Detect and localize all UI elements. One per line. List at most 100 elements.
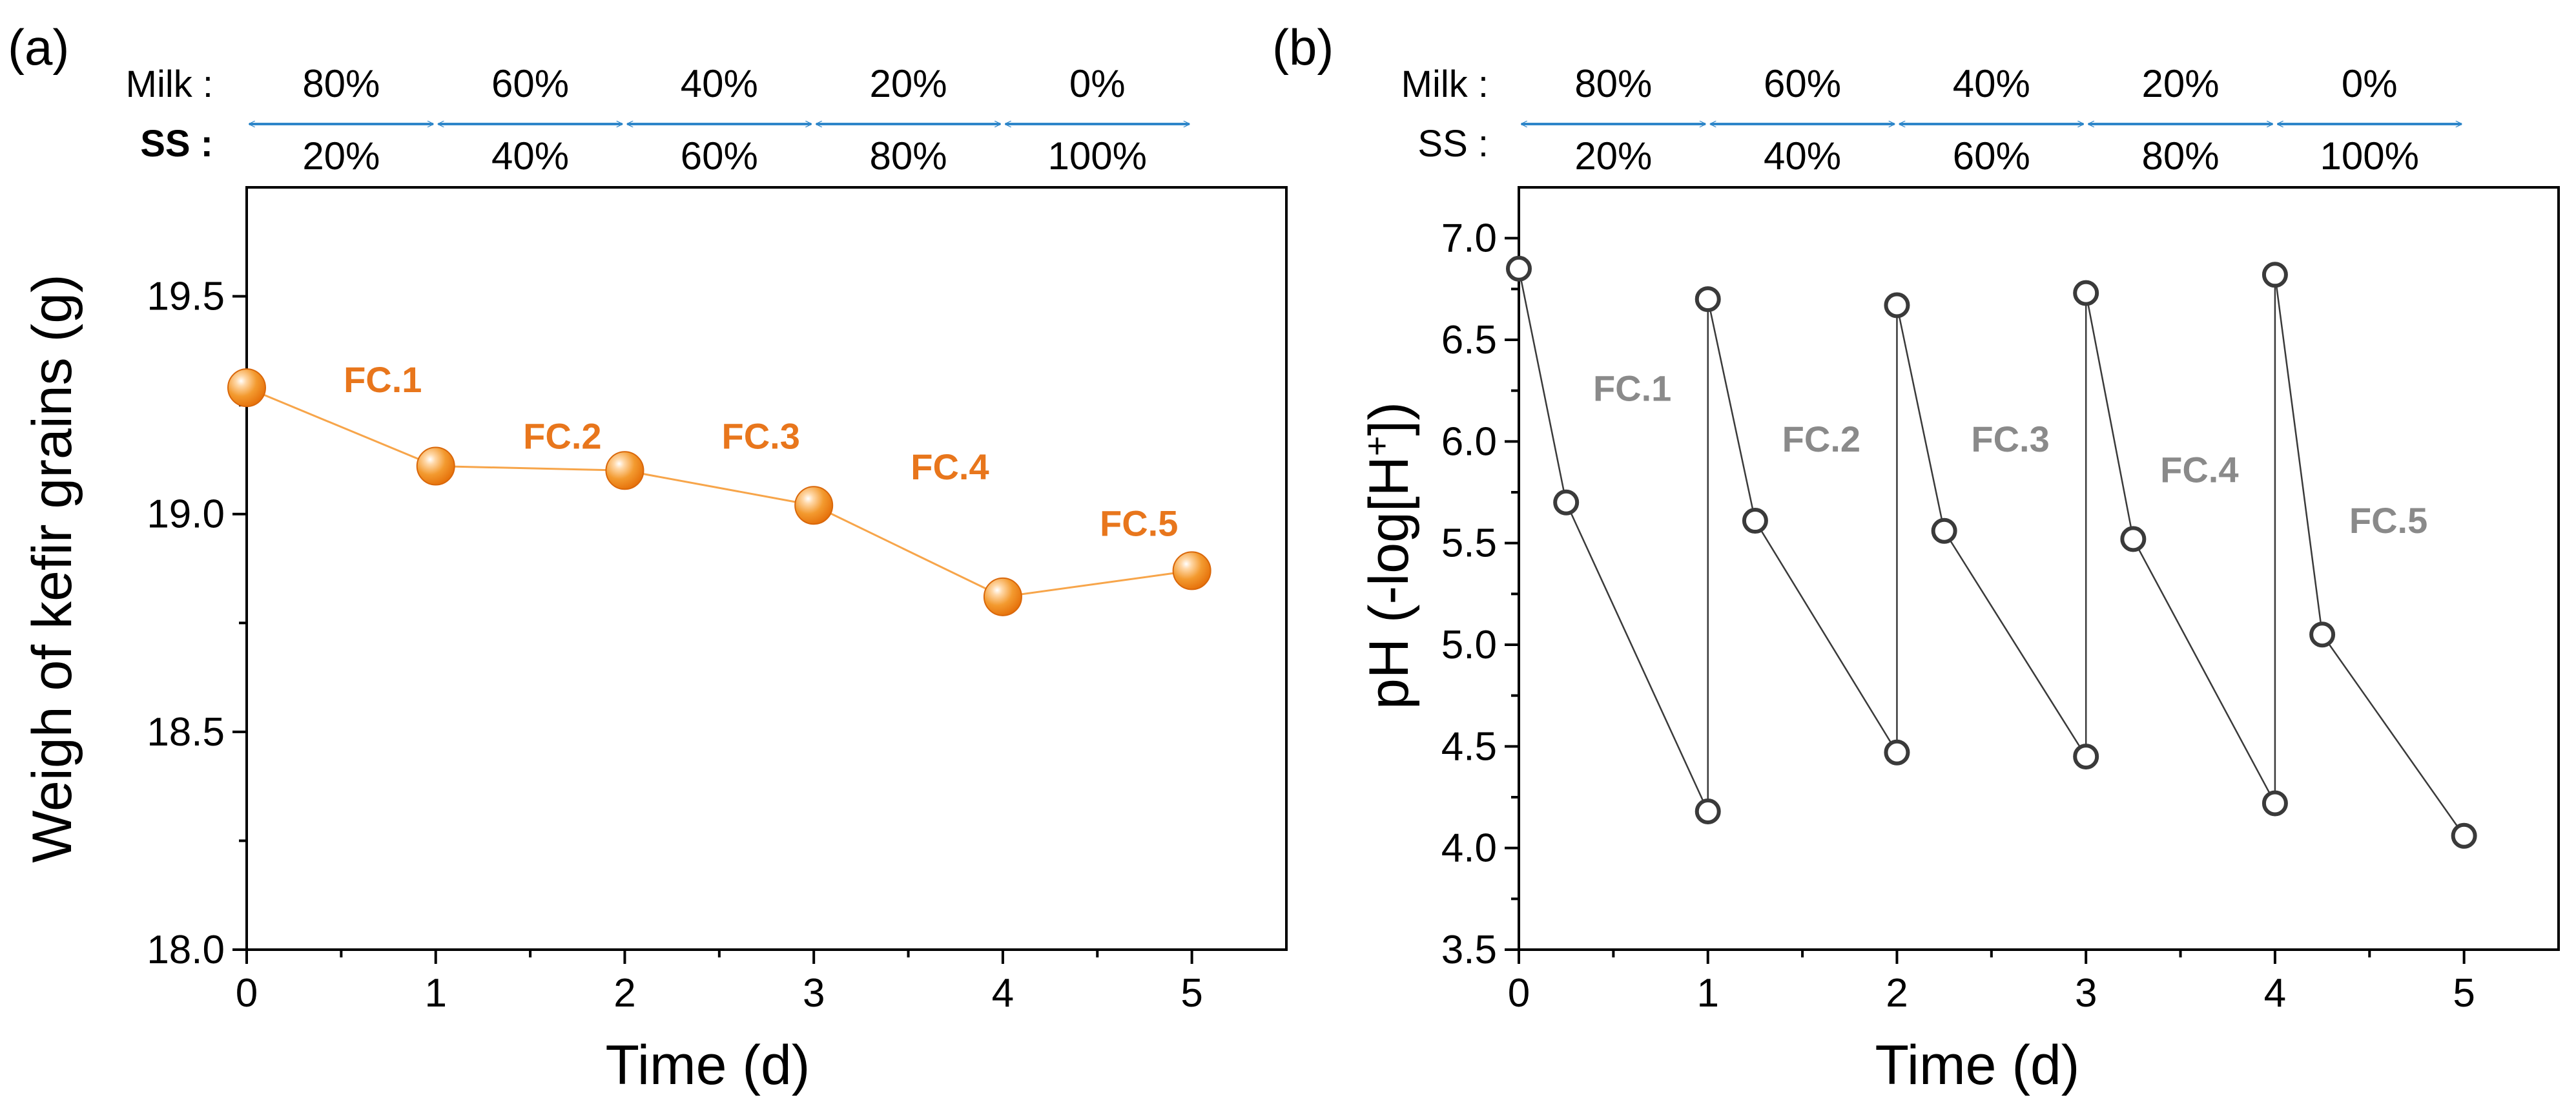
x-tick-label: 4: [2264, 971, 2286, 1016]
y-tick-label: 4.0: [1441, 826, 1497, 871]
ss-label: SS :: [1417, 123, 1489, 165]
panel-a-ylabel: Weigh of kefir grains (g): [21, 274, 83, 862]
data-point: [2073, 280, 2099, 306]
milk-percent: 20%: [869, 62, 947, 105]
milk-percent: 0%: [2342, 62, 2398, 105]
data-point: [1695, 798, 1721, 825]
x-tick-label: 0: [236, 971, 258, 1016]
data-point: [605, 451, 644, 490]
ss-percent: 40%: [1764, 134, 1841, 178]
y-tick-label: 19.0: [147, 492, 225, 537]
milk-percent: 0%: [1069, 62, 1126, 105]
fc-annotation: FC.5: [1100, 503, 1178, 543]
data-point: [2073, 744, 2099, 770]
x-tick-label: 2: [1886, 971, 1908, 1016]
ss-percent: 80%: [869, 134, 947, 178]
plot-frame: [1518, 186, 2560, 951]
x-tick-label: 5: [2453, 971, 2475, 1016]
plot-frame: [245, 186, 1288, 951]
x-tick-label: 5: [1180, 971, 1202, 1016]
data-point: [227, 368, 266, 408]
x-tick-label: 1: [424, 971, 446, 1016]
fc-annotation: FC.3: [1971, 419, 2049, 459]
ss-percent: 20%: [302, 134, 380, 178]
data-point: [1742, 508, 1768, 534]
ss-percent: 60%: [681, 134, 758, 178]
ss-percent: 100%: [1048, 134, 1147, 178]
panel-b-ylabel-suffix: ]): [1358, 402, 1420, 436]
ss-percent: 80%: [2141, 134, 2219, 178]
data-point: [2451, 822, 2477, 849]
milk-label: Milk :: [126, 63, 213, 105]
ss-label: SS :: [140, 123, 213, 165]
panel-b-fc-annotations: FC.1 FC.2 FC.3 FC.4 FC.5: [1593, 368, 2427, 541]
milk-percent: 60%: [491, 62, 569, 105]
data-point: [2120, 526, 2147, 552]
x-tick-label: 1: [1696, 971, 1718, 1016]
milk-percent: 40%: [1953, 62, 2030, 105]
data-point: [1931, 517, 1957, 544]
y-tick-label: 3.5: [1441, 928, 1497, 972]
fc-annotation: FC.2: [1782, 419, 1860, 459]
panel-b-ylabel-sup: +: [1357, 436, 1396, 457]
panel-a-composition-header: Milk : SS : 80% 20% 60% 40% 40% 60% 20% 80% 0% 100%: [126, 62, 1190, 178]
panel-a-fc-annotations: FC.1 FC.2 FC.3 FC.4 FC.5: [344, 359, 1178, 544]
panel-b-ph-chart: (b) Milk : SS : 80% 20% 60% 40% 40% 60% 20% 80% 0%…: [1272, 19, 2560, 1096]
fc-annotation: FC.2: [523, 416, 601, 457]
milk-percent: 80%: [1574, 62, 1652, 105]
milk-percent: 80%: [302, 62, 380, 105]
panel-b-composition-header: Milk : SS : 80% 20% 60% 40% 40% 60% 20% 80% 0% 100%: [1401, 62, 2462, 178]
milk-label: Milk :: [1401, 63, 1489, 105]
data-point: [1506, 255, 1532, 282]
y-tick-label: 18.5: [147, 710, 225, 755]
fc-annotation: FC.4: [2160, 449, 2238, 490]
panel-b-series: [1506, 255, 2477, 849]
ss-percent: 100%: [2320, 134, 2419, 178]
y-tick-label: 4.5: [1441, 724, 1497, 769]
data-point: [416, 446, 455, 486]
panel-b-ylabel-prefix: pH (-log[H: [1358, 456, 1420, 709]
panel-a-xlabel: Time (d): [606, 1034, 810, 1096]
data-point: [1172, 551, 1211, 590]
ss-percent: 40%: [491, 134, 569, 178]
data-point: [1884, 292, 1910, 318]
data-point: [1553, 489, 1580, 516]
y-tick-label: 7.0: [1441, 216, 1497, 261]
fc-annotation: FC.1: [344, 359, 422, 400]
panel-a-label: (a): [8, 19, 69, 76]
data-point: [2262, 262, 2288, 288]
panel-a-axes: 0 1 2 3 4 5 18.0 18.5 19.0 19.5: [147, 186, 1288, 1016]
panel-a-series: [227, 368, 1211, 616]
series-line: [1518, 268, 2465, 837]
x-tick-label: 3: [2075, 971, 2097, 1016]
fc-annotation: FC.4: [911, 446, 989, 487]
data-point: [983, 577, 1022, 616]
ss-percent: 60%: [1953, 134, 2030, 178]
panel-b-axes: 0 1 2 3 4 5 3.5 4.0 4.5 5.0 5.5 6.0 6.5 7.0: [1441, 186, 2560, 1016]
data-point: [2262, 790, 2288, 817]
data-point: [1884, 739, 1910, 766]
data-point: [794, 486, 834, 525]
milk-percent: 20%: [2141, 62, 2219, 105]
y-tick-label: 19.5: [147, 275, 225, 319]
panel-a-weight-chart: (a) Milk : SS : 80% 20% 60% 40% 40% 60% 20% 80% 0%…: [8, 19, 1288, 1096]
x-tick-label: 0: [1508, 971, 1530, 1016]
fc-annotation: FC.1: [1593, 368, 1671, 408]
series-line: [246, 386, 1192, 598]
panel-b-ylabel: pH (-log[H+]): [1357, 402, 1420, 709]
x-tick-label: 4: [992, 971, 1014, 1016]
data-point: [1695, 286, 1721, 313]
y-tick-label: 5.5: [1441, 521, 1497, 566]
milk-percent: 40%: [681, 62, 758, 105]
fc-annotation: FC.3: [722, 416, 800, 457]
fc-annotation: FC.5: [2349, 500, 2427, 541]
x-tick-label: 2: [613, 971, 635, 1016]
data-point: [2309, 621, 2336, 648]
y-tick-label: 18.0: [147, 928, 225, 972]
panel-b-xlabel: Time (d): [1875, 1034, 2080, 1096]
milk-percent: 60%: [1764, 62, 1841, 105]
panel-b-label: (b): [1272, 19, 1334, 76]
y-tick-label: 6.0: [1441, 419, 1497, 464]
ss-percent: 20%: [1574, 134, 1652, 178]
